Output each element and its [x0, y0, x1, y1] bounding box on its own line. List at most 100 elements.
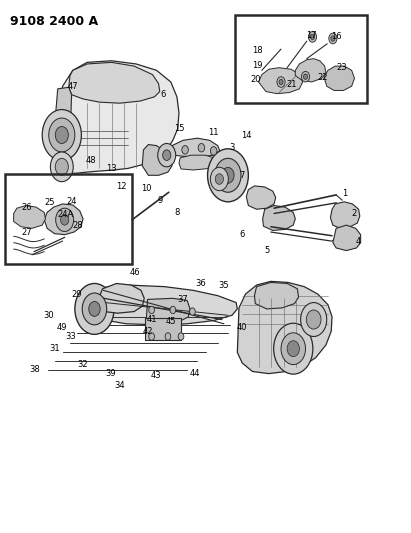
- Circle shape: [55, 126, 68, 143]
- Circle shape: [149, 333, 155, 340]
- Text: 36: 36: [195, 279, 206, 288]
- Polygon shape: [246, 186, 276, 209]
- Text: 28: 28: [73, 221, 83, 230]
- Polygon shape: [86, 285, 237, 325]
- Circle shape: [279, 79, 283, 85]
- Text: 2: 2: [352, 209, 357, 218]
- Circle shape: [170, 306, 175, 314]
- Polygon shape: [330, 202, 360, 228]
- Circle shape: [310, 34, 314, 39]
- Text: 11: 11: [208, 128, 219, 138]
- Text: 45: 45: [166, 317, 176, 326]
- Text: 47: 47: [67, 82, 78, 91]
- Polygon shape: [254, 282, 298, 309]
- Circle shape: [331, 36, 335, 41]
- Text: 38: 38: [30, 366, 40, 374]
- Circle shape: [301, 71, 309, 82]
- Text: 40: 40: [236, 323, 247, 332]
- Text: 41: 41: [146, 315, 157, 324]
- Polygon shape: [142, 144, 172, 175]
- Text: 48: 48: [86, 156, 97, 165]
- Text: 37: 37: [178, 295, 188, 304]
- Text: 9: 9: [158, 196, 163, 205]
- Circle shape: [308, 31, 316, 42]
- Text: 16: 16: [331, 33, 342, 42]
- Text: 6: 6: [240, 230, 245, 239]
- Circle shape: [82, 293, 107, 325]
- Circle shape: [300, 303, 327, 336]
- Text: 31: 31: [49, 344, 60, 353]
- Polygon shape: [44, 204, 83, 235]
- Text: 32: 32: [78, 360, 88, 369]
- Text: 26: 26: [21, 203, 32, 212]
- Text: 7: 7: [240, 171, 245, 180]
- Text: 19: 19: [252, 61, 263, 69]
- Circle shape: [55, 158, 68, 175]
- Text: 33: 33: [65, 332, 76, 341]
- Text: 23: 23: [336, 63, 347, 71]
- Circle shape: [51, 152, 73, 182]
- Polygon shape: [171, 138, 220, 157]
- Polygon shape: [146, 298, 190, 322]
- Circle shape: [210, 147, 217, 155]
- Circle shape: [189, 308, 195, 316]
- Circle shape: [42, 110, 81, 160]
- Text: 27: 27: [21, 228, 32, 237]
- Circle shape: [165, 333, 171, 340]
- Text: 4: 4: [356, 237, 361, 246]
- Polygon shape: [179, 155, 216, 170]
- Text: 42: 42: [142, 327, 153, 336]
- Polygon shape: [324, 66, 355, 91]
- Text: 34: 34: [114, 381, 125, 390]
- Text: 24A: 24A: [58, 210, 74, 219]
- Text: 24: 24: [67, 197, 77, 206]
- Circle shape: [158, 143, 175, 167]
- Polygon shape: [14, 206, 46, 228]
- Polygon shape: [69, 62, 160, 103]
- Circle shape: [222, 167, 234, 183]
- Text: 29: 29: [72, 289, 82, 298]
- Circle shape: [198, 143, 205, 152]
- Circle shape: [303, 74, 307, 79]
- Text: 13: 13: [106, 164, 117, 173]
- Polygon shape: [237, 281, 332, 374]
- Polygon shape: [55, 87, 72, 172]
- Text: 49: 49: [57, 323, 67, 332]
- Circle shape: [215, 174, 224, 184]
- Circle shape: [210, 167, 229, 191]
- Polygon shape: [333, 225, 360, 251]
- Polygon shape: [296, 59, 326, 82]
- Text: 9108 2400 A: 9108 2400 A: [9, 14, 98, 28]
- Text: 8: 8: [174, 208, 180, 217]
- Text: 1: 1: [342, 189, 347, 198]
- Polygon shape: [55, 61, 179, 174]
- Bar: [5, 174, 132, 264]
- Text: 12: 12: [117, 182, 127, 191]
- Text: 18: 18: [252, 46, 263, 55]
- Text: 10: 10: [141, 183, 152, 192]
- Circle shape: [287, 341, 299, 357]
- Circle shape: [215, 158, 241, 192]
- Text: 43: 43: [150, 370, 161, 379]
- Text: 22: 22: [317, 72, 328, 82]
- Circle shape: [208, 149, 248, 202]
- Polygon shape: [259, 68, 302, 94]
- Circle shape: [55, 208, 74, 231]
- Bar: [145, 318, 181, 340]
- Text: 20: 20: [251, 75, 261, 84]
- Text: 46: 46: [130, 268, 141, 277]
- Circle shape: [306, 310, 321, 329]
- Text: 21: 21: [286, 80, 296, 89]
- Circle shape: [49, 118, 75, 152]
- Bar: [236, 14, 367, 103]
- Polygon shape: [263, 206, 296, 230]
- Text: 35: 35: [219, 280, 229, 289]
- Circle shape: [178, 333, 184, 340]
- Circle shape: [329, 33, 337, 44]
- Text: 14: 14: [241, 131, 252, 140]
- Circle shape: [274, 323, 313, 374]
- Text: 30: 30: [43, 311, 54, 320]
- Text: 6: 6: [160, 90, 165, 99]
- Circle shape: [60, 215, 69, 225]
- Text: 17: 17: [306, 31, 317, 41]
